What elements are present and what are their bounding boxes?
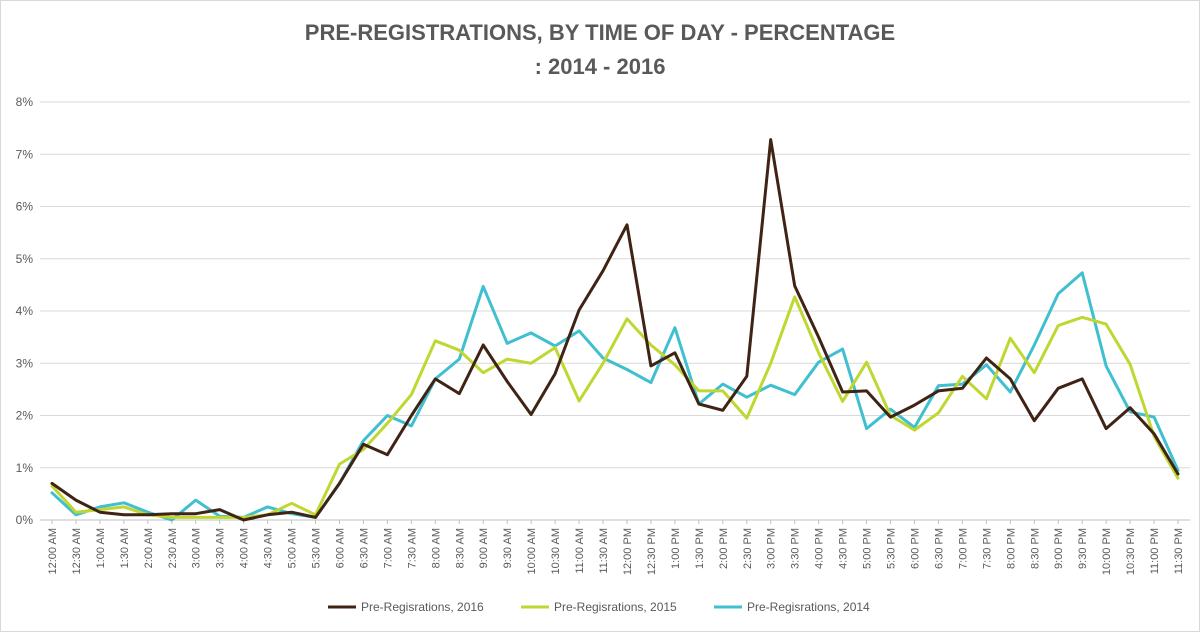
x-tick-label: 7:30 PM xyxy=(981,528,993,569)
x-tick-label: 1:30 PM xyxy=(694,528,706,569)
x-tick-label: 5:30 AM xyxy=(311,528,323,568)
legend: Pre-Regisrations, 2016 Pre-Regisrations, … xyxy=(328,600,870,614)
y-tick-label: 6% xyxy=(16,200,34,214)
x-tick-label: 11:00 AM xyxy=(574,528,586,574)
x-axis-ticks: 12:00 AM 12:30 AM 1:00 AM 1:30 AM 2:00 AM 2:3… xyxy=(47,520,1185,575)
gridlines xyxy=(40,101,1190,521)
series-lines xyxy=(50,138,1180,522)
y-tick-label: 0% xyxy=(16,513,34,527)
legend-label: Pre-Regisrations, 2015 xyxy=(554,600,677,614)
y-tick-label: 3% xyxy=(16,356,34,370)
x-tick-label: 12:00 AM xyxy=(47,528,59,574)
legend-label: Pre-Regisrations, 2014 xyxy=(747,600,870,614)
chart-title: PRE-REGISTRATIONS, BY TIME OF DAY - PERC… xyxy=(0,16,1200,84)
x-tick-label: 10:30 PM xyxy=(1125,528,1137,575)
y-tick-label: 1% xyxy=(16,461,34,475)
x-tick-label: 7:00 PM xyxy=(957,528,969,569)
y-axis-ticks: 0% 1% 2% 3% 4% 5% 6% 7% 8% xyxy=(16,95,34,527)
x-tick-label: 8:30 AM xyxy=(454,528,466,568)
x-tick-label: 10:00 PM xyxy=(1101,528,1113,575)
x-tick-label: 12:00 PM xyxy=(622,528,634,575)
y-tick-label: 4% xyxy=(16,304,34,318)
x-tick-label: 10:30 AM xyxy=(550,528,562,574)
legend-label: Pre-Regisrations, 2016 xyxy=(361,600,484,614)
x-tick-label: 3:00 PM xyxy=(766,528,778,569)
x-tick-label: 2:30 PM xyxy=(742,528,754,569)
x-tick-label: 4:30 PM xyxy=(838,528,850,569)
series-line xyxy=(50,138,1180,522)
x-tick-label: 8:00 AM xyxy=(430,528,442,568)
x-tick-label: 11:00 PM xyxy=(1149,528,1161,574)
x-tick-label: 3:30 AM xyxy=(215,528,227,568)
x-tick-label: 6:30 PM xyxy=(933,528,945,569)
x-tick-label: 4:30 AM xyxy=(263,528,275,568)
chart-title-line2: : 2014 - 2016 xyxy=(534,54,666,79)
x-tick-label: 1:00 PM xyxy=(670,528,682,569)
x-tick-label: 9:30 PM xyxy=(1077,528,1089,569)
x-tick-label: 8:30 PM xyxy=(1029,528,1041,569)
y-tick-label: 7% xyxy=(16,147,34,161)
legend-item: Pre-Regisrations, 2014 xyxy=(714,600,870,614)
series-line xyxy=(50,271,1180,522)
x-tick-label: 12:30 AM xyxy=(71,528,83,574)
x-tick-label: 2:00 PM xyxy=(718,528,730,569)
x-tick-label: 9:00 AM xyxy=(478,528,490,568)
x-tick-label: 6:00 AM xyxy=(334,528,346,568)
x-tick-label: 11:30 PM xyxy=(1173,528,1185,574)
x-tick-label: 4:00 AM xyxy=(239,528,251,568)
x-tick-label: 9:30 AM xyxy=(502,528,514,568)
x-tick-label: 11:30 AM xyxy=(598,528,610,574)
x-tick-label: 3:00 AM xyxy=(191,528,203,568)
y-tick-label: 8% xyxy=(16,95,34,109)
x-tick-label: 1:30 AM xyxy=(119,528,131,568)
x-tick-label: 8:00 PM xyxy=(1005,528,1017,569)
y-tick-label: 2% xyxy=(16,409,34,423)
x-tick-label: 1:00 AM xyxy=(95,528,107,568)
legend-item: Pre-Regisrations, 2015 xyxy=(521,600,677,614)
x-tick-label: 4:00 PM xyxy=(814,528,826,569)
x-tick-label: 7:00 AM xyxy=(382,528,394,568)
x-tick-label: 2:00 AM xyxy=(143,528,155,568)
series-line xyxy=(50,295,1180,519)
x-tick-label: 2:30 AM xyxy=(167,528,179,568)
chart-title-line1: PRE-REGISTRATIONS, BY TIME OF DAY - PERC… xyxy=(304,20,896,45)
y-tick-label: 5% xyxy=(16,252,34,266)
x-tick-label: 5:00 PM xyxy=(862,528,874,569)
legend-item: Pre-Regisrations, 2016 xyxy=(328,600,484,614)
x-tick-label: 5:30 PM xyxy=(886,528,898,569)
x-tick-label: 6:00 PM xyxy=(909,528,921,569)
x-tick-label: 3:30 PM xyxy=(790,528,802,569)
x-tick-label: 7:30 AM xyxy=(406,528,418,568)
x-tick-label: 6:30 AM xyxy=(358,528,370,568)
x-tick-label: 10:00 AM xyxy=(526,528,538,574)
x-tick-label: 12:30 PM xyxy=(646,528,658,575)
x-tick-label: 9:00 PM xyxy=(1053,528,1065,569)
x-tick-label: 5:00 AM xyxy=(287,528,299,568)
